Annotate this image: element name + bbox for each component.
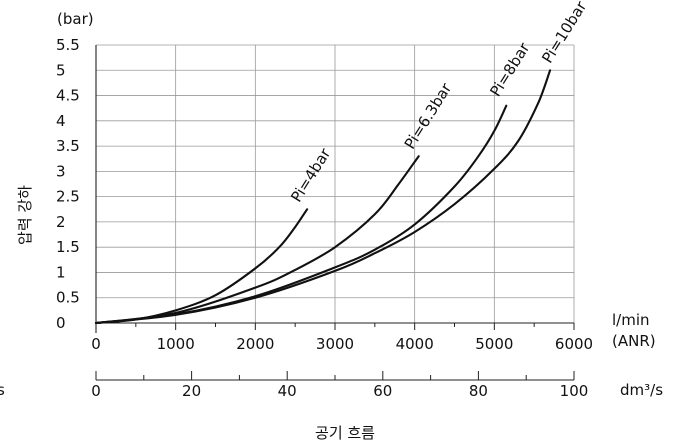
x-tick-label: 1000 <box>157 335 195 353</box>
secondary-left-stub: s <box>0 381 5 399</box>
y-tick-label: 2.5 <box>56 188 80 206</box>
y-tick-label: 1 <box>56 263 66 281</box>
y-tick-label: 5.5 <box>56 36 80 54</box>
x-tick-label: 0 <box>91 335 101 353</box>
y-tick-label: 4 <box>56 112 66 130</box>
x-tick-label: 2000 <box>236 335 274 353</box>
x2-tick-label: 20 <box>182 382 201 400</box>
x2-tick-label: 40 <box>278 382 297 400</box>
y-tick-label: 3 <box>56 162 66 180</box>
y-tick-label: 1.5 <box>56 238 80 256</box>
x-axis-title: 공기 흐름 <box>315 424 375 442</box>
series-line <box>94 155 420 325</box>
series <box>94 69 552 325</box>
series-label: Pi=8bar <box>486 39 533 100</box>
y-tick-label: 5 <box>56 61 66 79</box>
y-tick-label: 4.5 <box>56 87 80 105</box>
y-axis-title: 압력 강하 <box>16 185 34 245</box>
x-tick-label: 4000 <box>396 335 434 353</box>
y-tick-label: 3.5 <box>56 137 80 155</box>
x-tick-label: 6000 <box>555 335 593 353</box>
x2-tick-label: 60 <box>373 382 392 400</box>
secondary-x-axis: 0 20 40 60 80 100 <box>91 371 588 400</box>
x2-tick-label: 0 <box>91 382 101 400</box>
grid <box>96 44 575 323</box>
x2-tick-label: 100 <box>560 382 589 400</box>
series-label: Pi=6.3bar <box>401 79 456 152</box>
x2-tick-label: 80 <box>469 382 488 400</box>
axes <box>95 45 575 333</box>
x-secondary-unit-label: dm³/s <box>620 381 663 399</box>
y-tick-label: 2 <box>56 213 66 231</box>
y-tick-label: 0.5 <box>56 289 80 307</box>
series-line <box>94 104 508 325</box>
x-tick-labels: 0 1000 2000 3000 4000 5000 6000 <box>91 335 593 353</box>
x-tick-label: 5000 <box>475 335 513 353</box>
x-tick-label: 3000 <box>316 335 354 353</box>
y-unit-label: (bar) <box>57 10 94 28</box>
series-label: Pi=10bar <box>538 0 590 66</box>
series-line <box>94 69 552 325</box>
x-unit-label-line1: l/min <box>612 311 650 329</box>
x-unit-label-line2: (ANR) <box>612 332 656 350</box>
y-tick-labels: 0 0.5 1 1.5 2 2.5 3 3.5 4 4.5 5 5.5 <box>56 36 80 332</box>
y-tick-label: 0 <box>56 314 66 332</box>
